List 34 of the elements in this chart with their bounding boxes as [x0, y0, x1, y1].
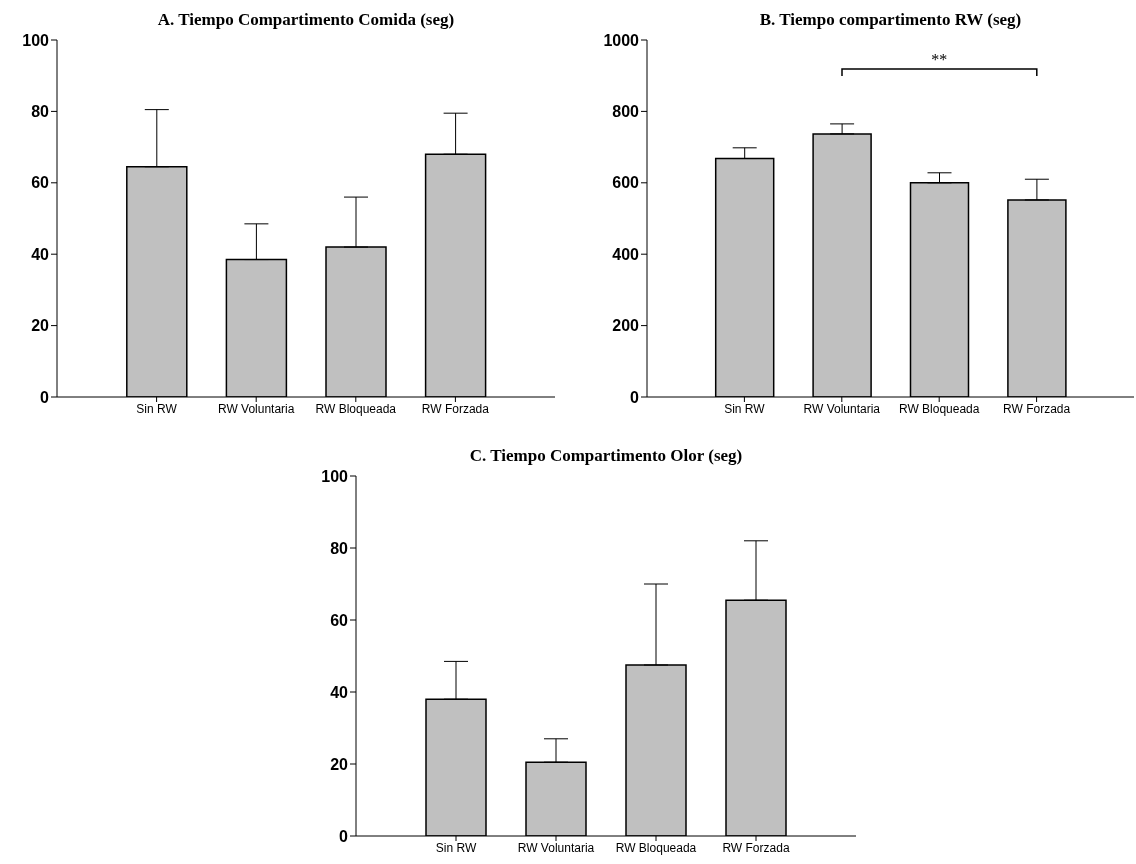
y-tick-label: 100 — [22, 31, 50, 49]
y-tick-label: 200 — [612, 317, 640, 335]
x-tick-label: RW Bloqueada — [315, 401, 397, 416]
x-tick-label: RW Voluntaria — [803, 401, 881, 416]
x-tick-label: Sin RW — [435, 840, 477, 855]
x-tick-label: RW Bloqueada — [615, 840, 697, 855]
y-tick-label: 80 — [31, 103, 50, 121]
annotation: ** — [930, 51, 949, 68]
y-tick-label: 400 — [612, 245, 640, 263]
x-tick-label: RW Forzada — [1003, 401, 1071, 416]
x-tick-label: RW Voluntaria — [517, 840, 595, 855]
y-tick-label: 80 — [330, 539, 349, 557]
y-tick-label: 800 — [612, 103, 640, 121]
x-tick-label: Sin RW — [724, 401, 766, 416]
chart-title: C. Tiempo Compartimento Olor (seg) — [468, 446, 744, 466]
y-tick-label: 20 — [330, 755, 349, 773]
y-tick-label: 0 — [40, 388, 50, 406]
x-tick-label: RW Forzada — [421, 401, 490, 416]
x-tick-label: RW Forzada — [722, 840, 790, 855]
y-tick-label: 40 — [31, 245, 50, 263]
y-tick-label: 0 — [339, 827, 349, 845]
y-tick-label: 0 — [630, 388, 640, 406]
x-tick-label: Sin RW — [136, 401, 178, 416]
chart-title: B. Tiempo compartimento RW (seg) — [758, 10, 1023, 30]
x-tick-label: RW Bloqueada — [898, 401, 980, 416]
y-tick-label: 40 — [330, 683, 349, 701]
y-tick-label: 60 — [31, 174, 50, 192]
x-tick-label: RW Voluntaria — [217, 401, 295, 416]
y-tick-label: 20 — [31, 317, 50, 335]
y-tick-label: 600 — [612, 174, 640, 192]
chart-title: A. Tiempo Compartimento Comida (seg) — [156, 10, 456, 30]
y-tick-label: 1000 — [603, 31, 640, 49]
y-tick-label: 100 — [321, 467, 349, 485]
y-tick-label: 60 — [330, 611, 349, 629]
